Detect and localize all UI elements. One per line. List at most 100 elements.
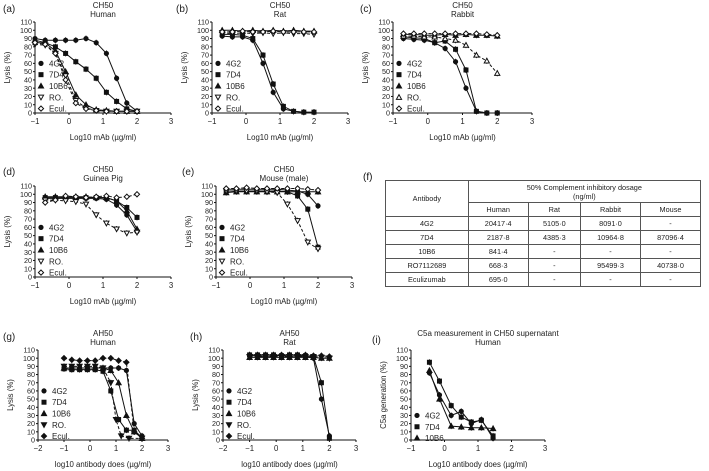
- table-cell: -: [640, 244, 701, 259]
- square-marker: [453, 46, 459, 52]
- x-tick-label: −2: [219, 444, 228, 453]
- circle-marker: [219, 224, 225, 230]
- triangle-marker: [395, 93, 403, 100]
- down-triangle-marker: [102, 220, 110, 227]
- diamond-marker: [40, 432, 48, 440]
- x-tick-label: 0: [248, 281, 253, 290]
- series-10b6: [425, 366, 497, 432]
- diamond-marker: [72, 99, 80, 107]
- chart-panel: (c) CH50Rabbit0102030405060708090100110−1…: [360, 1, 534, 142]
- series-line: [222, 30, 314, 33]
- triangle-marker: [489, 424, 497, 432]
- x-axis-label: Log10 mAb (µg/ml): [251, 297, 318, 306]
- x-tick-label: −1: [407, 444, 416, 453]
- series-ro: [399, 32, 501, 77]
- panel-label: (h): [190, 332, 202, 343]
- square-marker: [73, 59, 79, 65]
- y-tick-label: 90: [201, 34, 209, 43]
- y-tick-label: 10: [205, 264, 213, 273]
- triangle-marker: [436, 395, 443, 402]
- diamond-marker: [246, 351, 253, 359]
- col-header: Human: [467, 202, 529, 217]
- square-marker: [41, 399, 47, 405]
- legend-label: Ecul.: [226, 105, 244, 114]
- x-tick-label: 1: [101, 117, 105, 126]
- x-tick-label: 2: [316, 281, 320, 290]
- chart-title: CH50: [452, 1, 473, 10]
- diamond-marker: [41, 41, 49, 48]
- square-marker: [83, 66, 89, 72]
- square-marker: [226, 399, 232, 405]
- legend-label: Ecul.: [230, 269, 248, 278]
- diamond-marker: [239, 27, 246, 35]
- y-tick-label: 60: [24, 223, 32, 232]
- x-tick-label: −1: [31, 281, 40, 290]
- panel-label: (i): [372, 335, 381, 346]
- triangle-marker: [462, 41, 470, 48]
- circle-marker: [83, 35, 89, 42]
- y-axis-label: Lysis (%): [3, 215, 12, 247]
- chart-title: Human: [90, 10, 116, 19]
- circle-marker: [260, 60, 266, 66]
- y-tick-label: 110: [397, 346, 408, 355]
- table-corner: Antibody: [385, 180, 469, 217]
- y-tick-label: 70: [24, 51, 32, 60]
- circle-marker: [41, 388, 47, 394]
- antibody-name: 4G2: [385, 216, 469, 231]
- x-axis-label: Log10 mAb (µg/ml): [70, 297, 137, 306]
- diamond-marker: [62, 76, 69, 84]
- series-line: [222, 29, 314, 32]
- legend-label: RO.: [49, 93, 63, 102]
- square-marker: [280, 103, 286, 109]
- y-tick-label: 100: [208, 354, 220, 363]
- down-triangle-marker: [283, 201, 291, 208]
- chart-title: Rat: [274, 10, 287, 19]
- panel-label: (g): [3, 332, 15, 343]
- circle-marker: [116, 365, 122, 371]
- triangle-marker: [115, 379, 123, 386]
- series-ecul: [222, 184, 322, 194]
- diamond-marker: [123, 193, 131, 201]
- y-tick-label: 40: [400, 403, 408, 412]
- series-line: [403, 33, 498, 36]
- diamond-marker: [37, 105, 45, 112]
- down-triangle-marker: [68, 363, 76, 370]
- y-tick-label: 0: [28, 273, 32, 282]
- square-marker: [468, 419, 474, 425]
- y-tick-label: 100: [20, 190, 32, 199]
- diamond-marker: [483, 31, 491, 38]
- x-axis-label: Log10 mAb (µg/ml): [247, 133, 314, 142]
- diamond-marker: [263, 185, 271, 192]
- y-tick-label: 90: [205, 198, 213, 207]
- table-column-row: Human Rat Rabbit Mouse: [386, 202, 701, 217]
- legend-label: 10B6: [52, 410, 71, 419]
- y-tick-label: 40: [27, 403, 35, 412]
- triangle-marker: [447, 422, 455, 429]
- triangle-marker: [214, 82, 222, 89]
- down-triangle-marker: [214, 94, 222, 101]
- diamond-marker: [473, 30, 480, 37]
- triangle-marker: [477, 424, 485, 431]
- triangle-marker: [123, 207, 131, 214]
- triangle-marker: [425, 366, 433, 374]
- y-tick-label: 60: [382, 59, 390, 68]
- x-tick-label: −1: [208, 117, 217, 126]
- series-line: [63, 368, 143, 438]
- y-tick-label: 20: [201, 92, 209, 101]
- y-tick-label: 40: [382, 76, 390, 85]
- legend-label: RO.: [52, 421, 66, 430]
- square-marker: [301, 109, 307, 115]
- diamond-marker: [92, 107, 100, 114]
- circle-marker: [93, 40, 99, 46]
- x-tick-label: 0: [244, 117, 249, 126]
- panel-label: (a): [3, 4, 15, 15]
- square-marker: [484, 110, 490, 116]
- x-tick-label: 0: [67, 281, 72, 290]
- y-tick-label: 20: [27, 419, 35, 428]
- table-cell: -: [640, 216, 701, 231]
- table-row: 10B6 841·4- - -: [385, 244, 701, 259]
- y-tick-label: 40: [24, 240, 32, 249]
- y-tick-label: 0: [209, 273, 213, 282]
- table-cell: 5105·0: [527, 216, 582, 231]
